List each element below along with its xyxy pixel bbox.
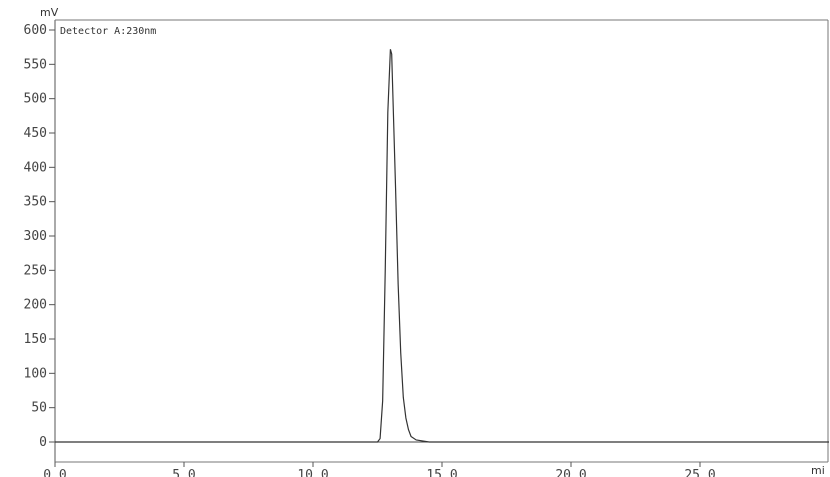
y-tick-label: 600 [24, 23, 47, 38]
y-tick-label: 50 [31, 401, 47, 416]
detector-annotation: Detector A:230nm [60, 26, 156, 37]
y-tick-label: 0 [39, 435, 47, 450]
chromatogram-trace-line [55, 49, 829, 443]
y-tick-label: 450 [24, 126, 47, 141]
y-tick-label: 350 [24, 195, 47, 210]
x-tick-label: 15.0 [426, 468, 457, 477]
x-unit-label: mi [811, 464, 825, 477]
y-tick-label: 500 [24, 92, 47, 107]
y-tick-label: 200 [24, 298, 47, 313]
y-axis-unit-label: mV [40, 6, 59, 19]
y-tick-label: 250 [24, 263, 47, 278]
y-tick-label: 300 [24, 229, 47, 244]
x-tick-label: 0.0 [43, 468, 66, 477]
x-tick-label: 25.0 [684, 468, 715, 477]
x-tick-label: 10.0 [297, 468, 328, 477]
x-tick-label: 20.0 [555, 468, 586, 477]
y-tick-label: 400 [24, 160, 47, 175]
x-tick-label: 5.0 [172, 468, 195, 477]
y-tick-label: 550 [24, 57, 47, 72]
y-tick-label: 100 [24, 366, 47, 381]
y-tick-label: 150 [24, 332, 47, 347]
